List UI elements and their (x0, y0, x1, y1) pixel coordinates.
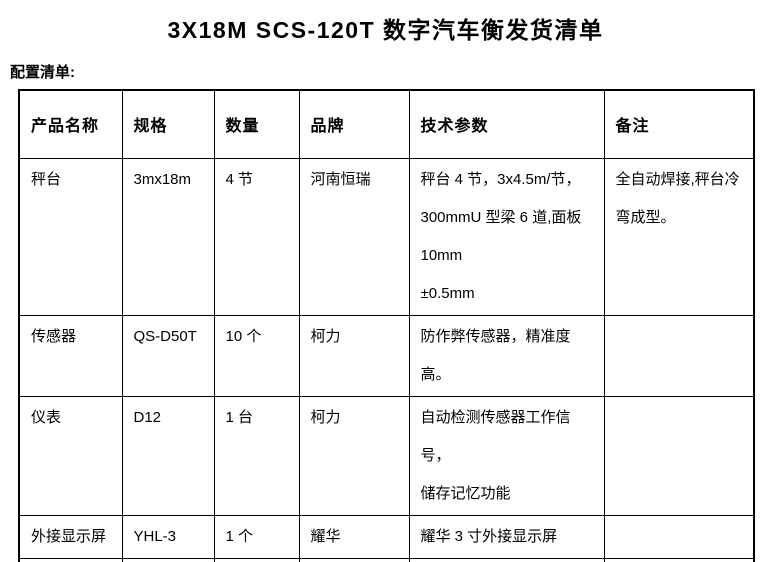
header-tech-params: 技术参数 (408, 89, 605, 159)
cell-quantity: 1 台 (213, 395, 300, 516)
table-row: 外接显示屏 YHL-3 1 个 耀华 耀华 3 寸外接显示屏 (18, 514, 755, 559)
table-row: 传感器 QS-D50T 10 个 柯力 防作弊传感器，精准度高。 (18, 314, 755, 397)
cell-product-name: 外接显示屏 (18, 514, 123, 559)
cell-quantity: 4 节 (213, 157, 300, 316)
section-label: 配置清单: (10, 64, 75, 81)
table-row: 秤台 3mx18m 4 节 河南恒瑞 秤台 4 节，3x4.5m/节， 300m… (18, 157, 755, 316)
cell-spec: D12 (121, 395, 215, 516)
cell-product-name: 秤台 (18, 157, 123, 316)
cell-remark (603, 314, 755, 397)
cell-quantity: 1 个 (213, 514, 300, 559)
cell-remark (603, 557, 755, 562)
cell-remark: 全自动焊接,秤台冷 弯成型。 (603, 157, 755, 316)
header-spec: 规格 (121, 89, 215, 159)
cell-quantity: 30m (213, 557, 300, 562)
cell-remark (603, 395, 755, 516)
header-remark: 备注 (603, 89, 755, 159)
cell-spec: 3mx18m (121, 157, 215, 316)
page-title: 3X18M SCS-120T 数字汽车衡发货清单 (167, 17, 604, 43)
cell-product-name: 仪表 (18, 395, 123, 516)
cell-brand: 柯力 (298, 314, 410, 397)
cell-tech-params: 耀华 3 寸外接显示屏 (408, 514, 605, 559)
header-product-name: 产品名称 (18, 89, 123, 159)
cell-tech-params: 防作弊传感器，精准度高。 (408, 314, 605, 397)
table-row: 主线 5X 30m 专用信号线 5 芯防作弊主线 (18, 557, 755, 562)
cell-remark (603, 514, 755, 559)
cell-tech-params: 秤台 4 节，3x4.5m/节， 300mmU 型梁 6 道,面板 10mm ±… (408, 157, 605, 316)
table-header-row: 产品名称 规格 数量 品牌 技术参数 备注 (18, 89, 755, 159)
cell-product-name: 传感器 (18, 314, 123, 397)
cell-brand: 耀华 (298, 514, 410, 559)
config-table: 产品名称 规格 数量 品牌 技术参数 备注 秤台 3mx18m 4 节 河南恒瑞… (18, 89, 755, 562)
table-row: 仪表 D12 1 台 柯力 自动检测传感器工作信号， 储存记忆功能 (18, 395, 755, 516)
cell-brand: 柯力 (298, 395, 410, 516)
cell-quantity: 10 个 (213, 314, 300, 397)
cell-brand: 河南恒瑞 (298, 157, 410, 316)
cell-spec: YHL-3 (121, 514, 215, 559)
cell-spec: 5X (121, 557, 215, 562)
cell-brand: 专用信号线 (298, 557, 410, 562)
header-quantity: 数量 (213, 89, 300, 159)
header-brand: 品牌 (298, 89, 410, 159)
cell-spec: QS-D50T (121, 314, 215, 397)
cell-tech-params: 5 芯防作弊主线 (408, 557, 605, 562)
cell-product-name: 主线 (18, 557, 123, 562)
cell-tech-params: 自动检测传感器工作信号， 储存记忆功能 (408, 395, 605, 516)
